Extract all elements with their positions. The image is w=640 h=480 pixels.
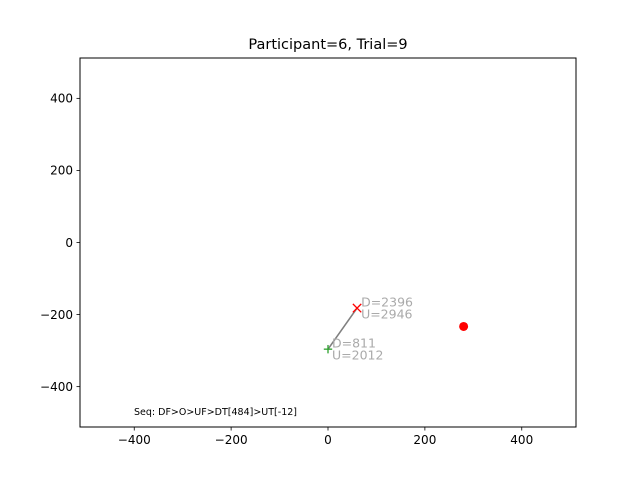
start-label: D=811 [332,335,376,350]
y-tick-label: −200 [40,308,73,322]
x-tick-label: −400 [118,433,151,447]
y-tick-label: 200 [50,164,73,178]
sequence-annotation: Seq: DF>O>UF>DT[484]>UT[-12] [134,407,297,418]
y-tick-label: 0 [65,236,73,250]
x-tick-label: 400 [510,433,533,447]
x-tick-label: 0 [324,433,332,447]
axis-ticks: −400 −200 0 200 400 −400 −200 0 200 400 [40,92,533,447]
y-tick-label: −400 [40,380,73,394]
movement-path [327,307,358,350]
end-label: D=2396 [361,294,413,309]
plot-frame [79,57,577,428]
x-tick-label: −200 [215,433,248,447]
x-tick-label: 200 [413,433,436,447]
end-marker-b [352,303,362,313]
start-marker [323,344,333,354]
y-tick-label: 400 [50,92,73,106]
start-label: U=2012 [332,347,383,362]
target-marker [459,321,469,331]
chart-title: Participant=6, Trial=9 [248,37,407,53]
end-marker [352,303,362,313]
end-label: U=2946 [361,306,412,321]
